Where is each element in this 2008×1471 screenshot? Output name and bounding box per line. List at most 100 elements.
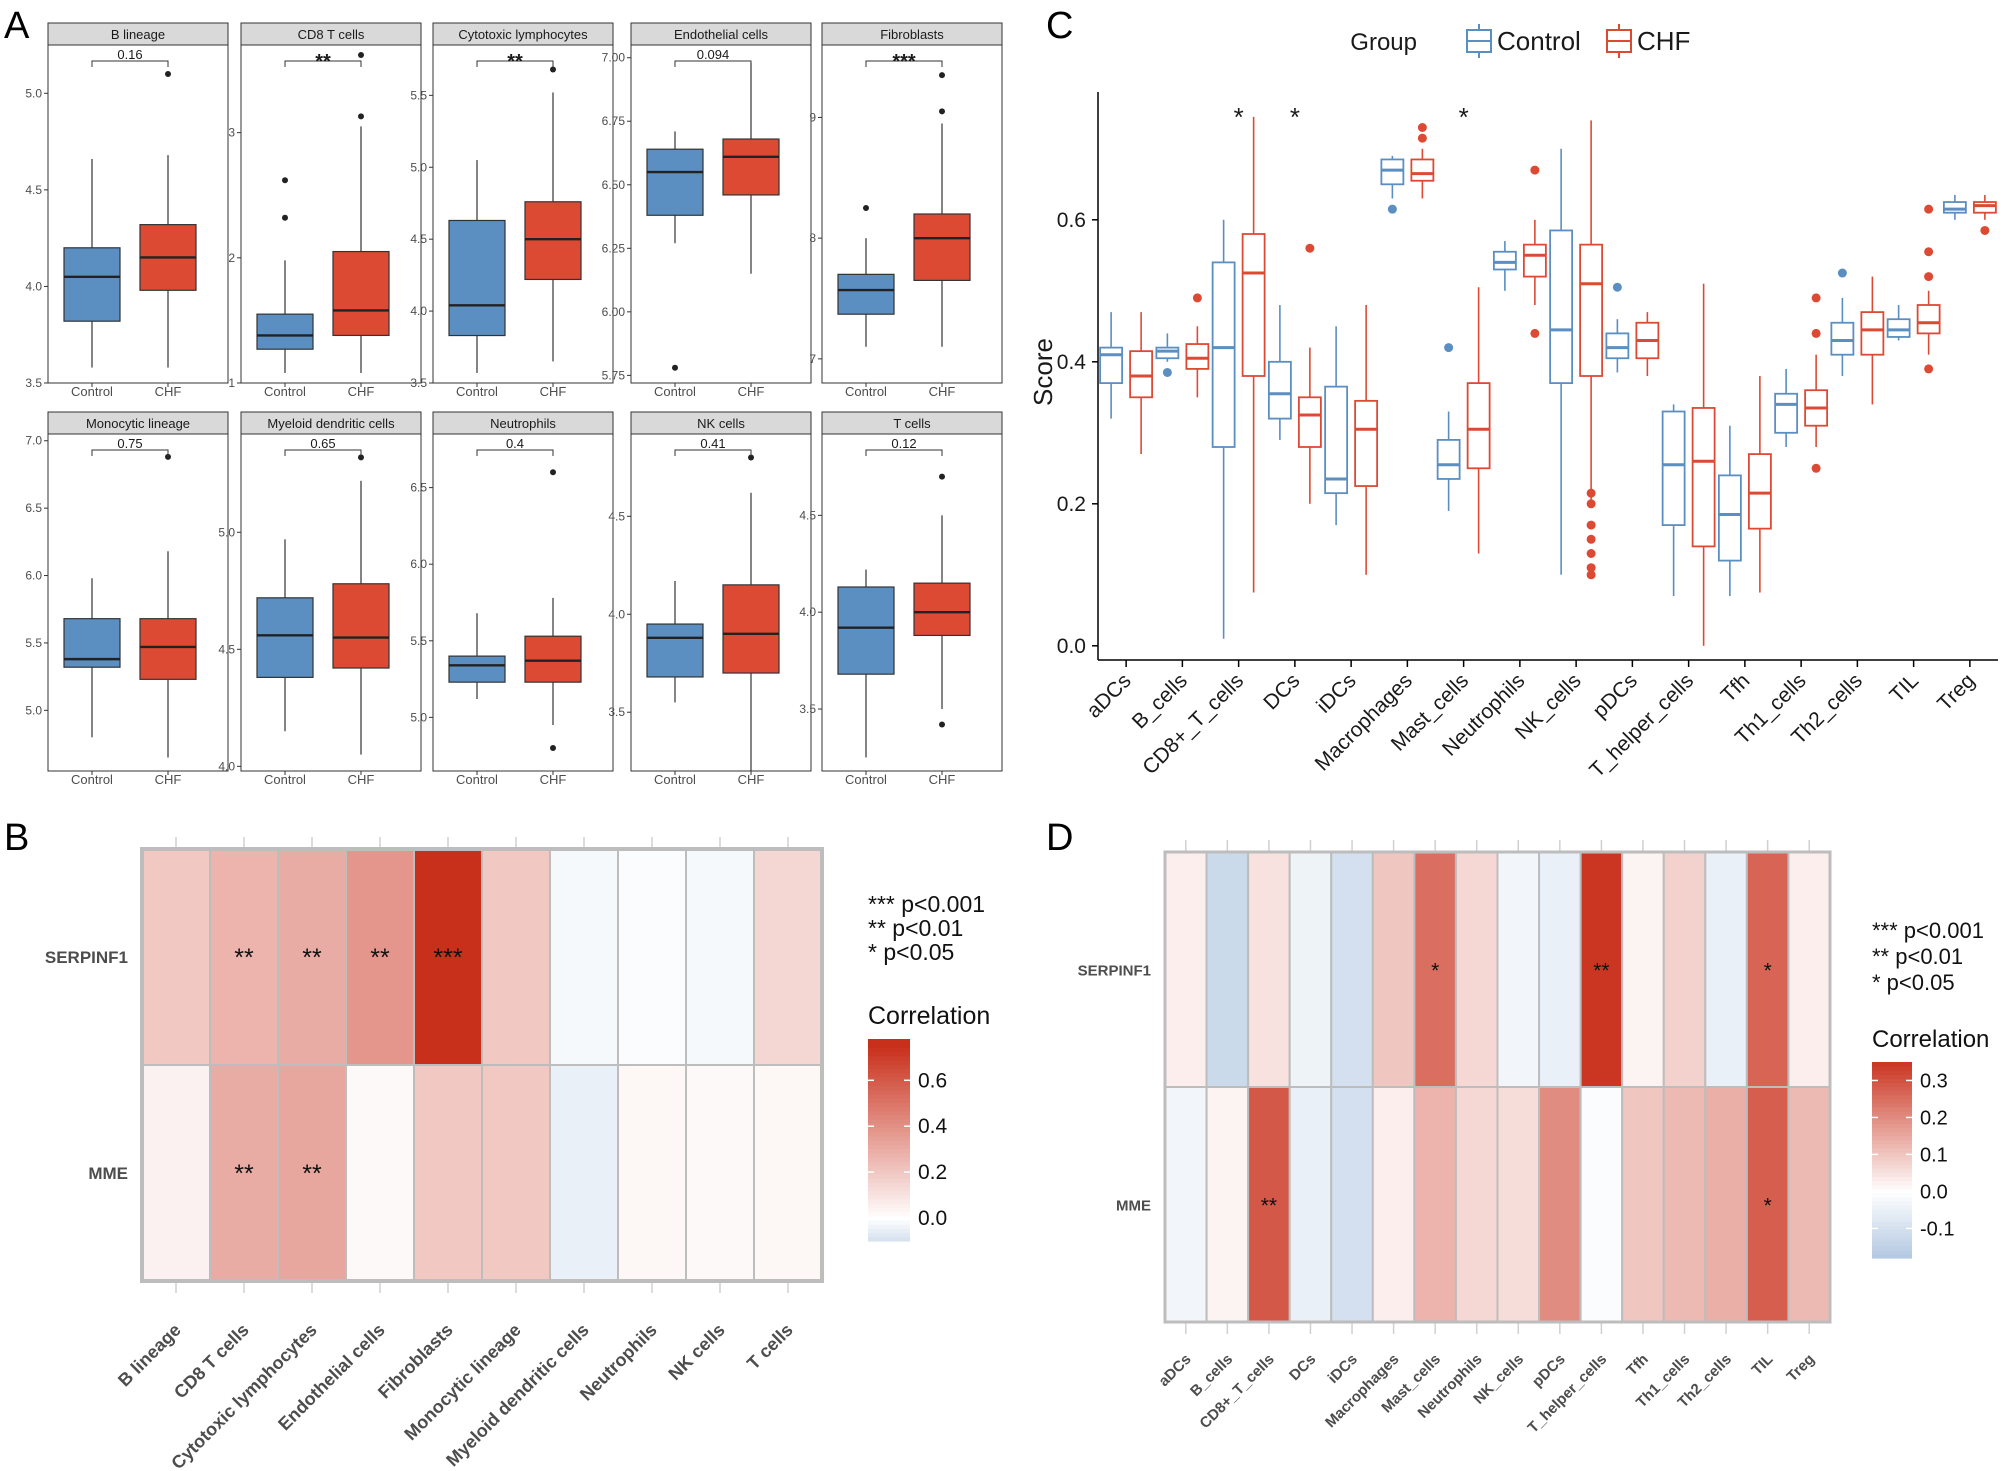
heatmap-cell: [1288, 1086, 1333, 1323]
significance-star: **: [234, 1160, 254, 1188]
row-label: MME: [1116, 1198, 1151, 1215]
outlier-point: [1811, 328, 1821, 338]
y-tick-label: 3.5: [799, 702, 816, 716]
outlier-point: [1192, 293, 1202, 303]
outlier-point: [1530, 328, 1540, 338]
significance-label: 0.65: [310, 436, 335, 451]
facet-title: CD8 T cells: [298, 27, 365, 42]
y-tick-label: 8: [809, 231, 816, 245]
box-control: [1549, 229, 1574, 384]
box-control: [837, 273, 895, 315]
x-tick-label: Control: [845, 384, 887, 399]
column-label: DCs: [1286, 1351, 1319, 1384]
heatmap-cell: [1579, 1086, 1624, 1323]
legend-gradient-segment: [868, 1194, 910, 1200]
legend-gradient-segment: [868, 1224, 910, 1229]
significance-bracket: [91, 60, 169, 67]
heatmap-cell: [413, 1064, 483, 1282]
y-tick-label: 5.5: [410, 634, 427, 648]
legend-gradient-segment: [1872, 1192, 1912, 1198]
row-label: SERPINF1: [45, 948, 128, 967]
heatmap-cell: [1745, 851, 1790, 1088]
legend-title: Correlation: [868, 1002, 990, 1030]
significance-key: * p<0.05: [868, 939, 954, 965]
outlier-point: [1586, 563, 1596, 573]
legend-gradient-segment: [1872, 1102, 1912, 1108]
heatmap-cell: [1371, 851, 1416, 1088]
outlier-point: [1586, 520, 1596, 530]
outlier-point: [1586, 534, 1596, 544]
legend-gradient-segment: [868, 1081, 910, 1086]
legend-gradient-segment: [1872, 1188, 1912, 1194]
box-control: [1774, 392, 1799, 434]
heatmap-cell: [1164, 1086, 1208, 1323]
y-tick-label: 5.0: [218, 525, 235, 539]
box-control: [1324, 385, 1349, 495]
y-tick-label: 5.0: [410, 710, 427, 724]
box-chf: [1691, 407, 1716, 548]
box-chf: [1129, 350, 1154, 399]
x-tick-label: Control: [456, 772, 498, 787]
legend-gradient-segment: [868, 1135, 910, 1141]
x-tick-label: CHF: [738, 772, 765, 787]
panel-label-d: D: [1046, 817, 1073, 859]
column-label: Tfh: [1623, 1351, 1652, 1380]
panel-c-boxplot: Group Control CHF0.00.20.40.6ScoreaDCsB_ce…: [1028, 24, 1998, 782]
outlier-point: [1811, 463, 1821, 473]
heatmap-cell: [1371, 1086, 1416, 1323]
legend-gradient-segment: [1872, 1180, 1912, 1186]
legend-gradient-segment: [868, 1068, 910, 1074]
box-chf: [524, 201, 582, 281]
legend-gradient-segment: [1872, 1213, 1912, 1218]
box-chf: [1972, 201, 1997, 214]
legend-gradient-segment: [868, 1123, 910, 1128]
significance-label: **: [507, 51, 523, 73]
legend-gradient-segment: [868, 1114, 910, 1120]
legend-gradient-segment: [868, 1232, 910, 1238]
box-chf: [139, 618, 197, 680]
column-label: iDCs: [1325, 1351, 1361, 1387]
box-control: [1155, 346, 1180, 360]
legend-gradient-segment: [868, 1198, 910, 1204]
heatmap-cell: [753, 848, 823, 1066]
box-chf: [1522, 243, 1547, 278]
legend-gradient-segment: [868, 1043, 910, 1049]
heatmap-cell: [1787, 1086, 1831, 1323]
legend-gradient-segment: [868, 1047, 910, 1053]
y-tick-label: 5.5: [410, 88, 427, 102]
y-tick-label: 4.0: [799, 605, 816, 619]
outlier-point: [672, 364, 678, 371]
outlier-point: [1586, 488, 1596, 498]
legend-gradient-segment: [868, 1060, 910, 1065]
legend-gradient-segment: [868, 1152, 910, 1158]
significance-key: ** p<0.01: [1872, 944, 1963, 969]
significance-star: **: [1261, 1195, 1277, 1218]
significance-star: *: [1459, 102, 1469, 132]
legend-tick-label: 0.2: [918, 1161, 947, 1184]
legend-title: Correlation: [1872, 1026, 1989, 1053]
facet-title: Neutrophils: [490, 416, 556, 431]
outlier-point: [550, 469, 556, 476]
legend-gradient-segment: [868, 1039, 910, 1044]
x-tick-label: Control: [654, 772, 696, 787]
y-tick-label: 6.0: [25, 569, 42, 583]
legend-tick-label: 0.2: [1920, 1107, 1948, 1129]
legend-gradient-segment: [868, 1161, 910, 1166]
legend-gradient-segment: [1872, 1172, 1912, 1177]
x-tick-label: CHF: [155, 384, 182, 399]
box-chf: [722, 138, 780, 196]
significance-label: 0.094: [697, 47, 730, 62]
legend-gradient-segment: [868, 1076, 910, 1082]
outlier-point: [863, 204, 869, 211]
legend-gradient-segment: [1872, 1127, 1912, 1133]
box-control: [1380, 158, 1405, 186]
legend-gradient-segment: [868, 1131, 910, 1137]
legend-gradient-segment: [868, 1215, 910, 1221]
significance-star: *: [1290, 102, 1300, 132]
y-tick-label: 5.75: [602, 368, 626, 382]
legend-tick-label: 0.0: [1920, 1181, 1948, 1203]
outlier-point: [1305, 243, 1315, 253]
legend-gradient-segment: [1872, 1253, 1912, 1259]
legend-label: Control: [1497, 26, 1581, 56]
